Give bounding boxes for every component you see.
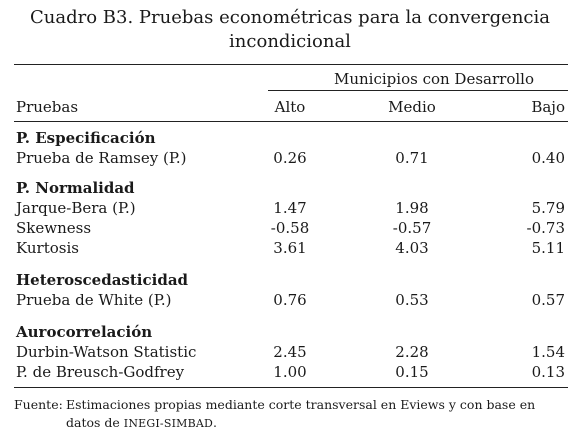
cell-bajo: -0.73 <box>526 219 565 237</box>
top-rule <box>14 64 568 65</box>
header-alto: Alto <box>274 98 306 116</box>
row-label: P. de Breusch-Godfrey <box>16 363 185 381</box>
cell-medio: -0.57 <box>392 219 432 237</box>
cell-medio: 0.71 <box>395 149 429 167</box>
section-heading: P. Especificación <box>16 129 156 147</box>
bottom-rule <box>14 387 568 388</box>
row-label: Jarque-Bera (P.) <box>16 199 136 217</box>
footnote-source: INEGI-SIMBAD <box>123 417 214 430</box>
cell-medio: 0.53 <box>395 291 429 309</box>
row-label: Prueba de White (P.) <box>16 291 172 309</box>
cell-medio: 0.15 <box>395 363 429 381</box>
footnote-text: Estimaciones propias mediante corte tran… <box>66 396 570 433</box>
section-heading: Heteroscedasticidad <box>16 271 189 289</box>
cell-alto: 2.45 <box>273 343 307 361</box>
group-header-rule <box>268 90 568 91</box>
cell-bajo: 0.13 <box>531 363 565 381</box>
cell-bajo: 0.57 <box>531 291 565 309</box>
section-heading: P. Normalidad <box>16 179 135 197</box>
group-header: Municipios con Desarrollo <box>334 70 534 88</box>
title-line-1: Cuadro B3. Pruebas econométricas para la… <box>30 7 550 28</box>
header-rule <box>14 121 568 122</box>
cell-medio: 4.03 <box>395 239 429 257</box>
row-label: Skewness <box>16 219 92 237</box>
cell-alto: 1.00 <box>273 363 307 381</box>
row-label: Durbin-Watson Statistic <box>16 343 197 361</box>
cell-bajo: 0.40 <box>531 149 565 167</box>
cell-bajo: 1.54 <box>531 343 565 361</box>
section-heading: Aurocorrelación <box>16 323 153 341</box>
footnote-text-main: Estimaciones propias mediante corte tran… <box>66 397 536 430</box>
header-bajo: Bajo <box>531 98 565 116</box>
footnote-label: Fuente: <box>14 397 63 412</box>
row-label: Kurtosis <box>16 239 79 257</box>
title-line-2: incondicional <box>229 31 351 52</box>
header-pruebas: Pruebas <box>16 98 79 116</box>
cell-alto: 3.61 <box>273 239 307 257</box>
cell-alto: 0.26 <box>273 149 307 167</box>
cell-alto: 0.76 <box>273 291 307 309</box>
header-medio: Medio <box>388 98 436 116</box>
footnote-end: . <box>213 415 218 430</box>
cell-alto: -0.58 <box>270 219 310 237</box>
table-title: Cuadro B3. Pruebas econométricas para la… <box>0 6 580 54</box>
cell-medio: 2.28 <box>395 343 429 361</box>
cell-bajo: 5.79 <box>531 199 565 217</box>
cell-medio: 1.98 <box>395 199 429 217</box>
row-label: Prueba de Ramsey (P.) <box>16 149 187 167</box>
cell-bajo: 5.11 <box>531 239 565 257</box>
cell-alto: 1.47 <box>273 199 307 217</box>
